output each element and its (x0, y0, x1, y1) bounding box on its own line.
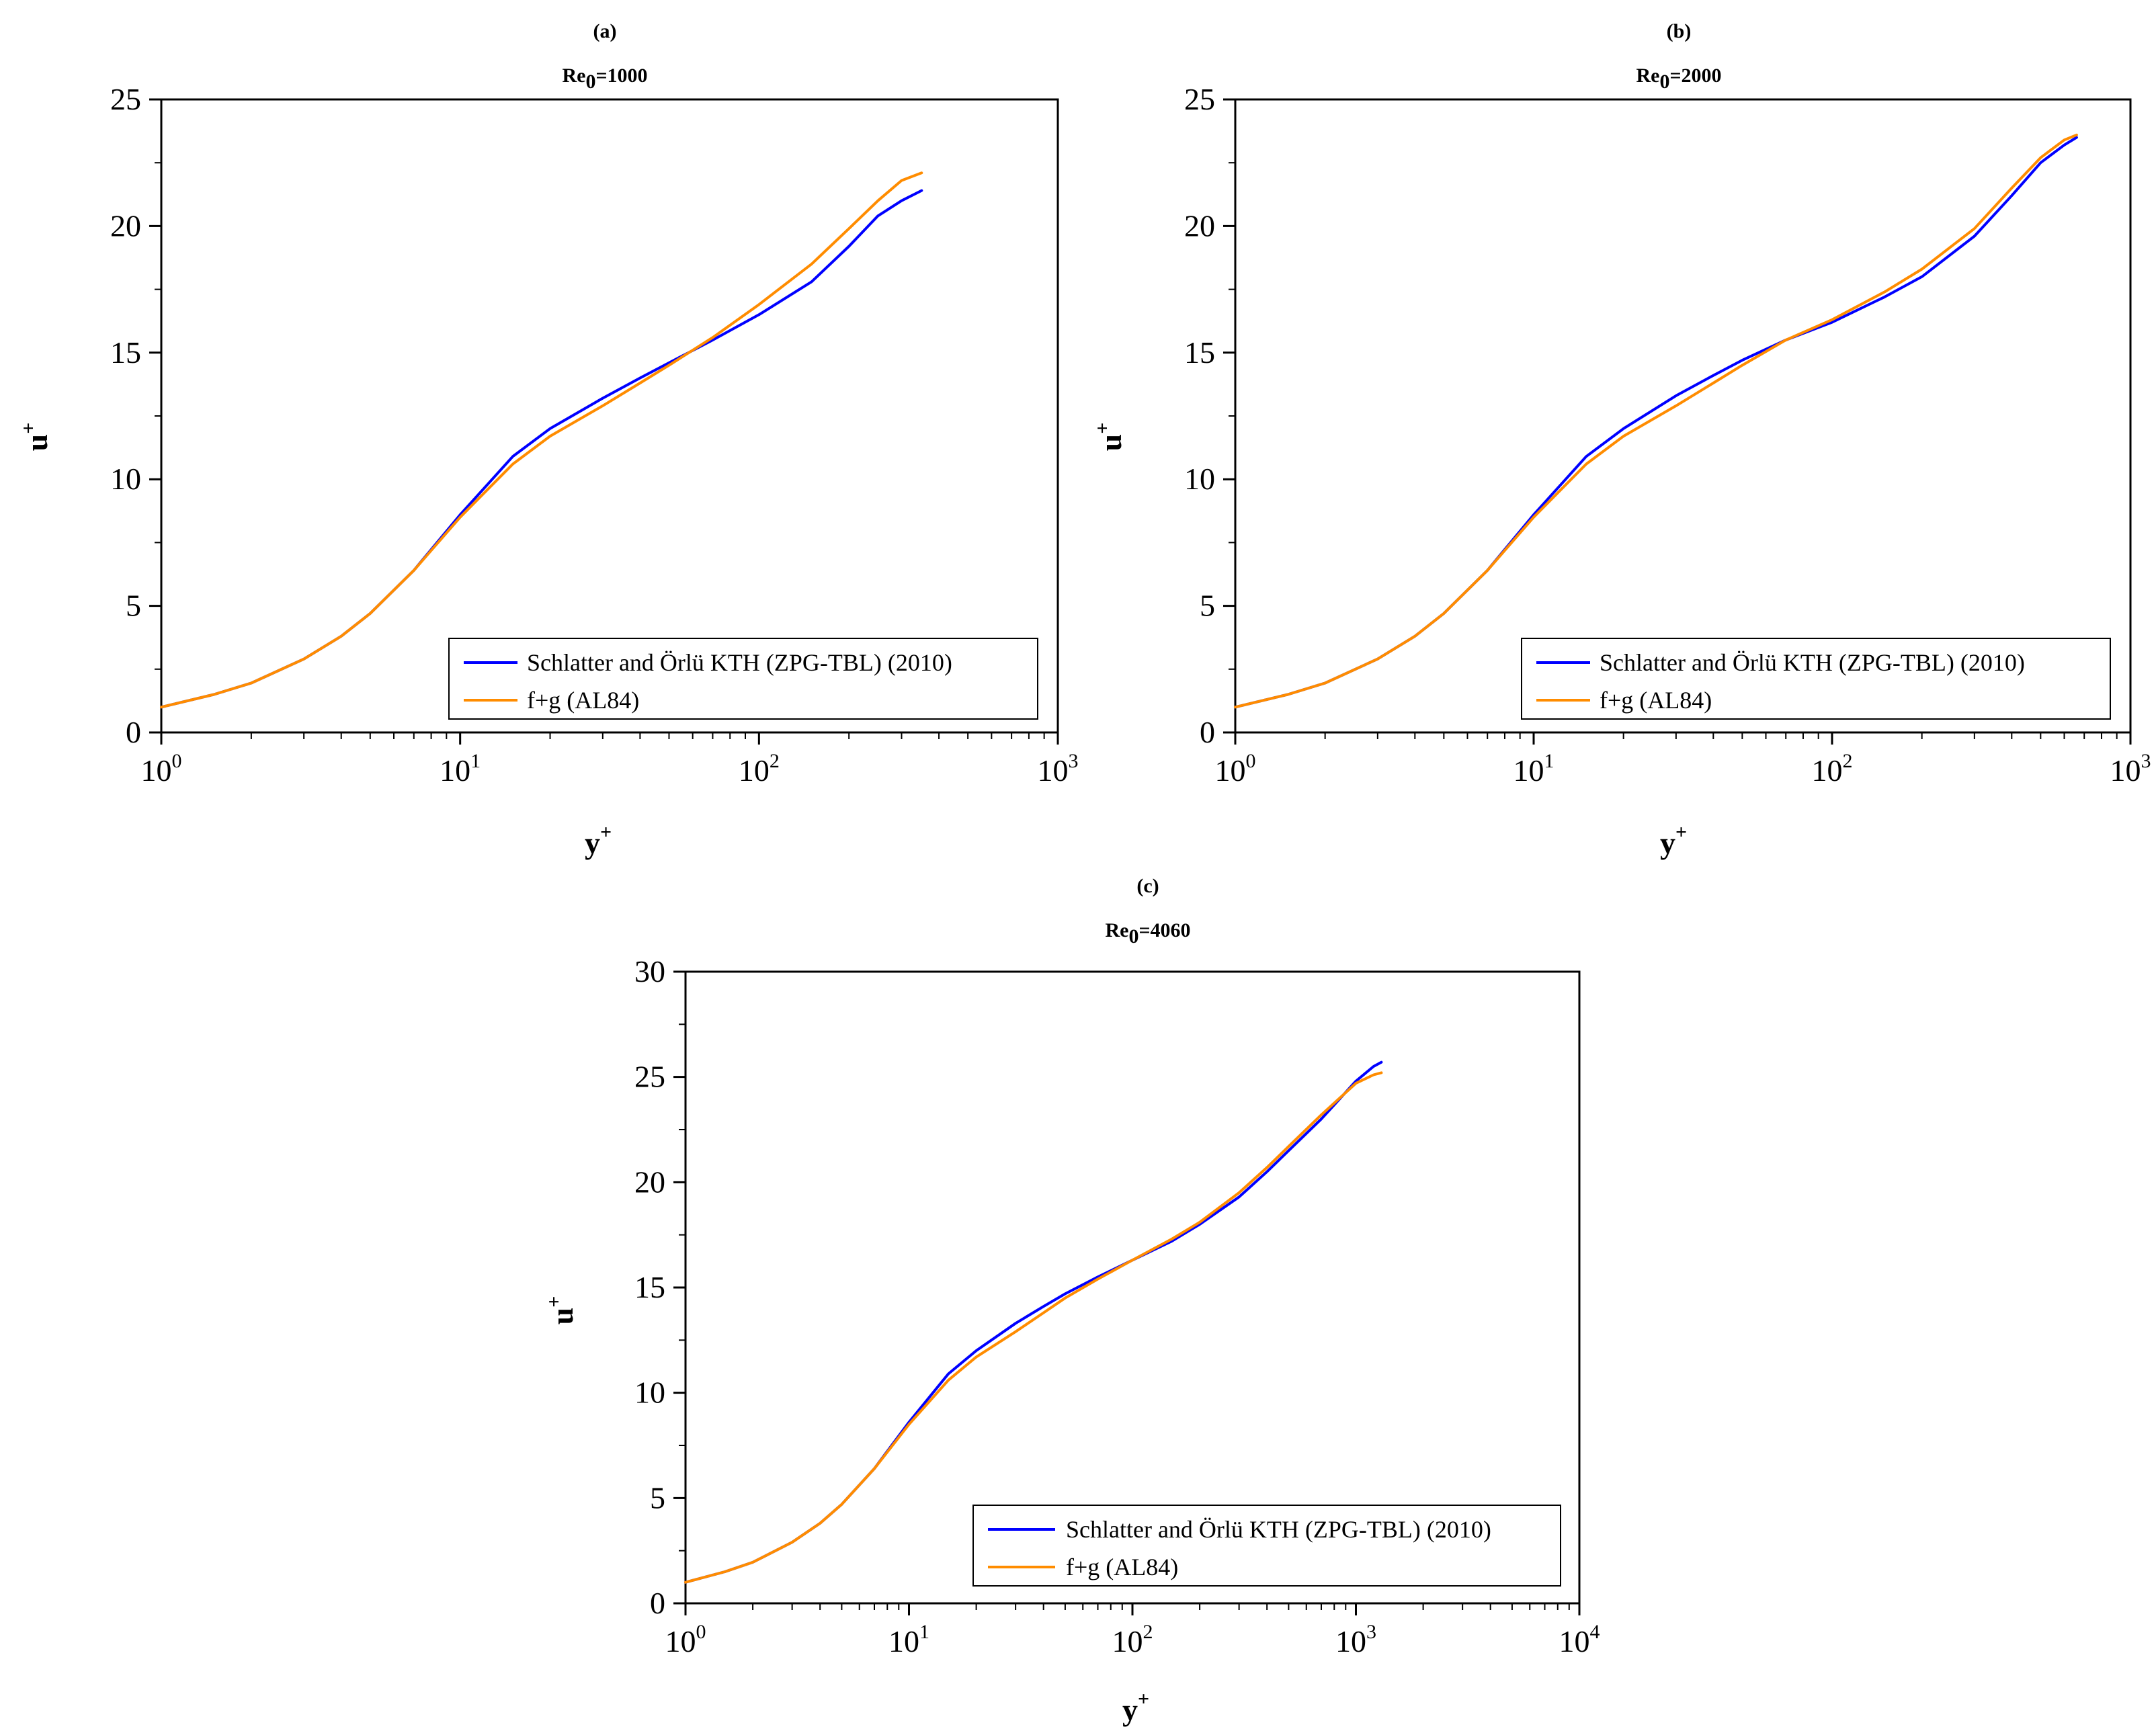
panel-b-legend-dns-label: Schlatter and Örlü KTH (ZPG-TBL) (2010) (1600, 649, 2025, 676)
panel-c-x-tick-label: 103 (1335, 1621, 1376, 1658)
panel-b-y-tick-label: 0 (1200, 715, 1215, 749)
panel-b-re-label: Re0=2000 (1636, 65, 1721, 93)
panel-a-y-tick-label: 10 (110, 462, 141, 496)
panel-c-x-tick-label: 101 (888, 1621, 929, 1658)
panel-c-y-tick-label: 5 (650, 1480, 665, 1515)
panel-b-y-tick-label: 5 (1200, 589, 1215, 623)
panel-b-series-model-line (1234, 133, 2078, 709)
panel-b-legend-model-label: f+g (AL84) (1600, 687, 1712, 714)
panel-c-tag: (c) (1136, 875, 1159, 897)
panel-c-legend: Schlatter and Örlü KTH (ZPG-TBL) (2010) … (972, 1505, 1561, 1587)
panel-b-frame (1234, 98, 2132, 734)
panel-c-x-tick-label: 102 (1112, 1621, 1153, 1658)
panel-c-series-model-line (684, 1071, 1383, 1584)
panel-c-legend-model-label: f+g (AL84) (1066, 1554, 1178, 1580)
panel-b-y-tick-label: 10 (1184, 462, 1215, 496)
panel-b-legend: Schlatter and Örlü KTH (ZPG-TBL) (2010) … (1521, 638, 2111, 720)
panel-c-series-dns-line (684, 1060, 1383, 1584)
panel-a-x-tick-label: 103 (1038, 750, 1079, 788)
panel-c-plot: 0 5 10 15 20 25 30 100 101 102 103 104 (634, 954, 1600, 1658)
panel-a-x-tick-label: 100 (141, 750, 182, 788)
panel-a-y-tick-label: 20 (110, 208, 141, 243)
panel-b-legend-box (1521, 638, 2111, 720)
panel-a-x-tick-label: 101 (440, 750, 481, 788)
panel-c-y-tick-label: 0 (650, 1586, 665, 1620)
panel-c-x-axis-label: y+ (1122, 1688, 1149, 1727)
panel-b-y-tick-label: 15 (1184, 335, 1215, 370)
panel-a-legend-model-label: f+g (AL84) (527, 687, 639, 714)
panel-a-y-tick-label: 0 (126, 715, 141, 749)
panel-c: (c) Re0=4060 0 5 10 15 20 25 30 100 101 102 103 104… (543, 875, 1600, 1727)
panel-c-y-tick-label: 15 (634, 1270, 665, 1304)
panel-a-legend-box (448, 638, 1038, 720)
panel-a-x-tick-label: 102 (739, 750, 780, 788)
panel-c-x-tick-label: 100 (665, 1621, 706, 1658)
panel-b-y-tick-label: 25 (1184, 82, 1215, 116)
panel-b-plot: 0 5 10 15 20 25 100 101 102 103 (1184, 82, 2151, 788)
panel-a-tag: (a) (593, 20, 617, 42)
panel-b-x-tick-label: 100 (1215, 750, 1256, 788)
panel-c-legend-dns-label: Schlatter and Örlü KTH (ZPG-TBL) (2010) (1066, 1516, 1491, 1543)
panel-b-y-axis-label: u+ (1091, 423, 1128, 452)
panel-c-y-tick-label: 10 (634, 1376, 665, 1410)
panel-c-x-tick-label: 104 (1559, 1621, 1600, 1658)
panel-b-x-tick-label: 103 (2110, 750, 2151, 788)
panel-b-x-tick-label: 102 (1812, 750, 1853, 788)
panel-c-legend-box (972, 1505, 1561, 1587)
panel-c-re-label: Re0=4060 (1105, 919, 1190, 947)
panel-a-plot: 0 5 10 15 20 25 100 101 102 103 (110, 82, 1079, 788)
panel-b-x-axis-label: y+ (1660, 821, 1687, 860)
panel-a-y-tick-label: 15 (110, 335, 141, 370)
panel-c-y-tick-label: 25 (634, 1060, 665, 1094)
panel-b: (b) Re0=2000 0 5 10 15 20 25 100 101 102 103 u+ y… (1091, 20, 2151, 860)
panel-a-frame (160, 98, 1059, 734)
panel-c-y-axis-label: u+ (543, 1296, 579, 1325)
panel-b-y-tick-label: 20 (1184, 208, 1215, 243)
panel-a-y-tick-label: 5 (126, 589, 141, 623)
panel-b-tag: (b) (1667, 20, 1692, 42)
panel-a: (a) Re0=1000 0 5 10 15 20 25 100 101 102 103 u+ y… (17, 20, 1079, 860)
panel-a-y-axis-label: u+ (17, 423, 54, 452)
panel-a-legend-dns-label: Schlatter and Örlü KTH (ZPG-TBL) (2010) (527, 649, 952, 676)
panel-a-legend: Schlatter and Örlü KTH (ZPG-TBL) (2010) … (448, 638, 1038, 720)
panel-a-y-tick-label: 25 (110, 82, 141, 116)
panel-b-series-dns-line (1234, 136, 2078, 709)
panel-c-y-tick-label: 30 (634, 954, 665, 988)
panel-a-x-axis-label: y+ (585, 821, 612, 860)
panel-c-y-tick-label: 20 (634, 1165, 665, 1199)
panel-a-re-label: Re0=1000 (562, 65, 647, 93)
panel-a-series-model-line (160, 171, 923, 709)
panel-b-x-tick-label: 101 (1514, 750, 1554, 788)
